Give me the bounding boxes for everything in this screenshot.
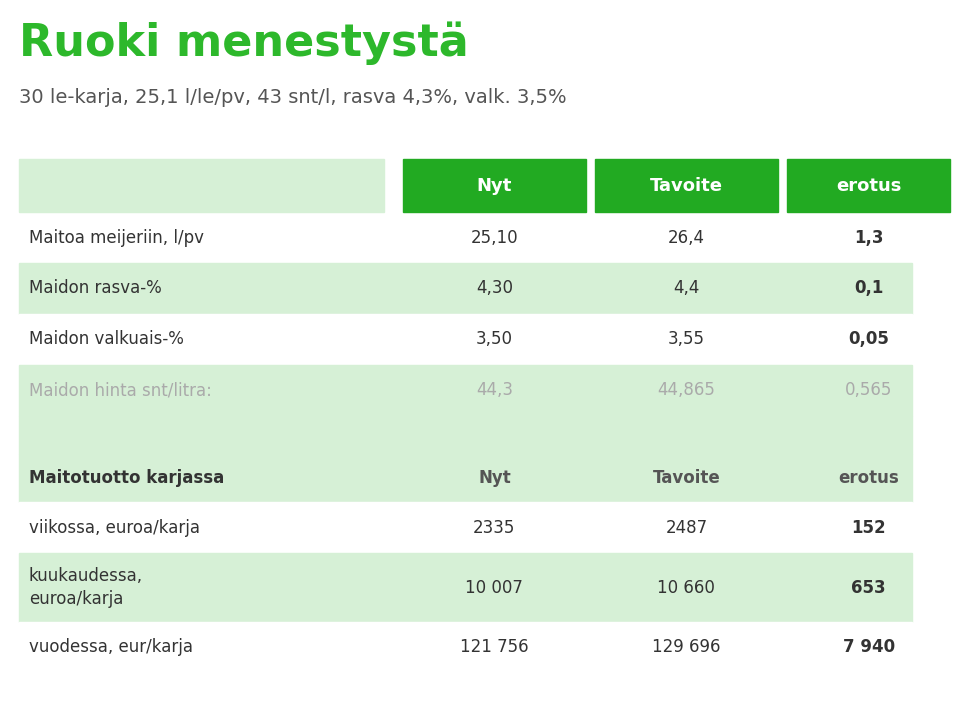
- Bar: [19, 314, 912, 365]
- Text: 4,30: 4,30: [476, 279, 513, 298]
- Text: 3,50: 3,50: [476, 330, 513, 349]
- Text: 0,05: 0,05: [849, 330, 889, 349]
- Text: 121 756: 121 756: [460, 638, 529, 656]
- Bar: [19, 454, 912, 502]
- Text: Tavoite: Tavoite: [653, 469, 720, 487]
- Text: viikossa, euroa/karja: viikossa, euroa/karja: [29, 519, 200, 537]
- Bar: [19, 416, 912, 454]
- Text: erotus: erotus: [838, 469, 900, 487]
- Text: 10 660: 10 660: [658, 578, 715, 597]
- Bar: [19, 553, 912, 622]
- Bar: [787, 159, 950, 212]
- Text: 7 940: 7 940: [843, 638, 895, 656]
- Text: 3,55: 3,55: [668, 330, 705, 349]
- Bar: [19, 365, 912, 416]
- Text: Ruoki menestystä: Ruoki menestystä: [19, 21, 468, 65]
- Text: Maitotuotto karjassa: Maitotuotto karjassa: [29, 469, 224, 487]
- Text: Nyt: Nyt: [478, 469, 511, 487]
- Text: erotus: erotus: [836, 177, 901, 194]
- Bar: [19, 159, 384, 212]
- Bar: [403, 159, 586, 212]
- Text: Maidon hinta snt/litra:: Maidon hinta snt/litra:: [29, 381, 211, 399]
- Bar: [595, 159, 778, 212]
- Text: Maitoa meijeriin, l/pv: Maitoa meijeriin, l/pv: [29, 228, 204, 247]
- Text: 4,4: 4,4: [673, 279, 700, 298]
- Text: Maidon rasva-%: Maidon rasva-%: [29, 279, 161, 298]
- Text: kuukaudessa,
euroa/karja: kuukaudessa, euroa/karja: [29, 567, 143, 608]
- Text: 1,3: 1,3: [854, 228, 883, 247]
- Bar: [19, 263, 912, 314]
- Text: 0,565: 0,565: [845, 381, 893, 399]
- Text: Tavoite: Tavoite: [650, 177, 723, 194]
- Text: 129 696: 129 696: [652, 638, 721, 656]
- Text: 44,865: 44,865: [658, 381, 715, 399]
- Text: 2335: 2335: [473, 519, 516, 537]
- Text: 10 007: 10 007: [466, 578, 523, 597]
- Text: 152: 152: [852, 519, 886, 537]
- Text: 44,3: 44,3: [476, 381, 513, 399]
- Text: 653: 653: [852, 578, 886, 597]
- Bar: [19, 502, 912, 553]
- Text: vuodessa, eur/karja: vuodessa, eur/karja: [29, 638, 193, 656]
- Text: Maidon valkuais-%: Maidon valkuais-%: [29, 330, 183, 349]
- Text: 26,4: 26,4: [668, 228, 705, 247]
- Text: 2487: 2487: [665, 519, 708, 537]
- Text: 0,1: 0,1: [854, 279, 883, 298]
- Bar: [19, 212, 912, 263]
- Text: 30 le-karja, 25,1 l/le/pv, 43 snt/l, rasva 4,3%, valk. 3,5%: 30 le-karja, 25,1 l/le/pv, 43 snt/l, ras…: [19, 88, 566, 107]
- Text: 25,10: 25,10: [470, 228, 518, 247]
- Bar: [19, 622, 912, 673]
- Text: Nyt: Nyt: [477, 177, 512, 194]
